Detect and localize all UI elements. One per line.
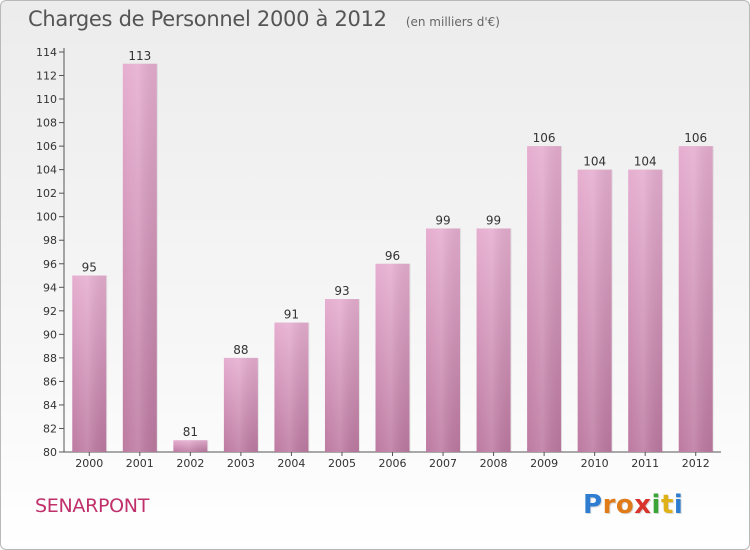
y-tick-label: 108 bbox=[36, 117, 57, 130]
y-tick-label: 100 bbox=[36, 211, 57, 224]
x-tick-label: 2008 bbox=[480, 457, 508, 470]
data-label: 99 bbox=[486, 213, 501, 227]
logo-letter: i bbox=[651, 490, 661, 520]
chart-unit: (en milliers d'€) bbox=[405, 15, 500, 29]
logo-letter: P bbox=[583, 490, 603, 520]
x-tick-label: 2006 bbox=[379, 457, 407, 470]
data-label: 95 bbox=[82, 261, 97, 275]
y-tick-label: 104 bbox=[36, 164, 57, 177]
bar-sheen bbox=[324, 299, 359, 452]
x-tick-label: 2011 bbox=[631, 457, 659, 470]
bar-sheen bbox=[476, 228, 511, 452]
bars bbox=[72, 63, 714, 452]
x-tick-label: 2010 bbox=[581, 457, 609, 470]
y-tick-label: 86 bbox=[43, 375, 57, 388]
chart-header: Charges de Personnel 2000 à 2012 (en mil… bbox=[28, 7, 500, 31]
bar-sheen bbox=[274, 322, 309, 452]
y-tick-label: 82 bbox=[43, 422, 57, 435]
x-tick-label: 2007 bbox=[429, 457, 457, 470]
bar-sheen bbox=[426, 228, 461, 452]
x-tick-label: 2009 bbox=[530, 457, 558, 470]
logo-letter: i bbox=[673, 490, 684, 520]
y-tick-label: 94 bbox=[43, 281, 57, 294]
proxiti-logo: Proxiti bbox=[583, 490, 683, 520]
logo-letter: r bbox=[602, 490, 616, 520]
y-tick-label: 84 bbox=[43, 399, 57, 412]
chart-title: Charges de Personnel 2000 à 2012 bbox=[28, 7, 387, 31]
bar-sheen bbox=[527, 146, 562, 452]
y-tick-label: 110 bbox=[36, 93, 57, 106]
logo-letter: o bbox=[615, 490, 635, 520]
y-tick-label: 88 bbox=[43, 352, 57, 365]
y-tick-label: 114 bbox=[36, 46, 57, 59]
data-label: 96 bbox=[385, 249, 400, 263]
data-label: 104 bbox=[583, 155, 606, 169]
bar-sheen bbox=[375, 263, 410, 452]
y-tick-label: 102 bbox=[36, 187, 57, 200]
y-tick-label: 96 bbox=[43, 258, 57, 271]
x-tick-label: 2005 bbox=[328, 457, 356, 470]
data-label: 106 bbox=[533, 131, 556, 145]
data-label: 106 bbox=[684, 131, 707, 145]
x-tick-label: 2003 bbox=[227, 457, 255, 470]
data-label: 81 bbox=[183, 425, 198, 439]
y-tick-label: 90 bbox=[43, 328, 57, 341]
data-label: 113 bbox=[128, 49, 151, 63]
data-labels: 95 113 81 88 91 93 96 99 99 106 104 104 106 bbox=[82, 49, 708, 439]
axes: 80 82 84 86 88 90 92 94 96 98 100 102 104 106 108 110 11… bbox=[36, 46, 721, 470]
bar-sheen bbox=[577, 169, 612, 452]
y-tick-label: 112 bbox=[36, 70, 57, 83]
logo-letter: t bbox=[660, 490, 674, 520]
bar-sheen bbox=[72, 275, 107, 452]
x-tick-label: 2002 bbox=[176, 457, 204, 470]
x-tick-label: 2004 bbox=[277, 457, 305, 470]
town-name: SENARPONT bbox=[35, 495, 150, 517]
x-tick-label: 2000 bbox=[75, 457, 103, 470]
bar-sheen bbox=[173, 440, 208, 452]
y-tick-label: 80 bbox=[43, 446, 57, 459]
bar-sheen bbox=[122, 63, 157, 452]
data-label: 99 bbox=[435, 213, 450, 227]
data-label: 93 bbox=[334, 284, 349, 298]
logo-letter: x bbox=[634, 490, 652, 520]
bar-sheen bbox=[628, 169, 663, 452]
y-tick-label: 98 bbox=[43, 234, 57, 247]
x-tick-label: 2001 bbox=[126, 457, 154, 470]
y-tick-label: 106 bbox=[36, 140, 57, 153]
bar-sheen bbox=[678, 146, 713, 452]
y-tick-label: 92 bbox=[43, 305, 57, 318]
data-label: 88 bbox=[233, 343, 248, 357]
data-label: 91 bbox=[284, 308, 299, 322]
x-tick-label: 2012 bbox=[682, 457, 710, 470]
data-label: 104 bbox=[634, 155, 657, 169]
bar-sheen bbox=[223, 357, 258, 452]
